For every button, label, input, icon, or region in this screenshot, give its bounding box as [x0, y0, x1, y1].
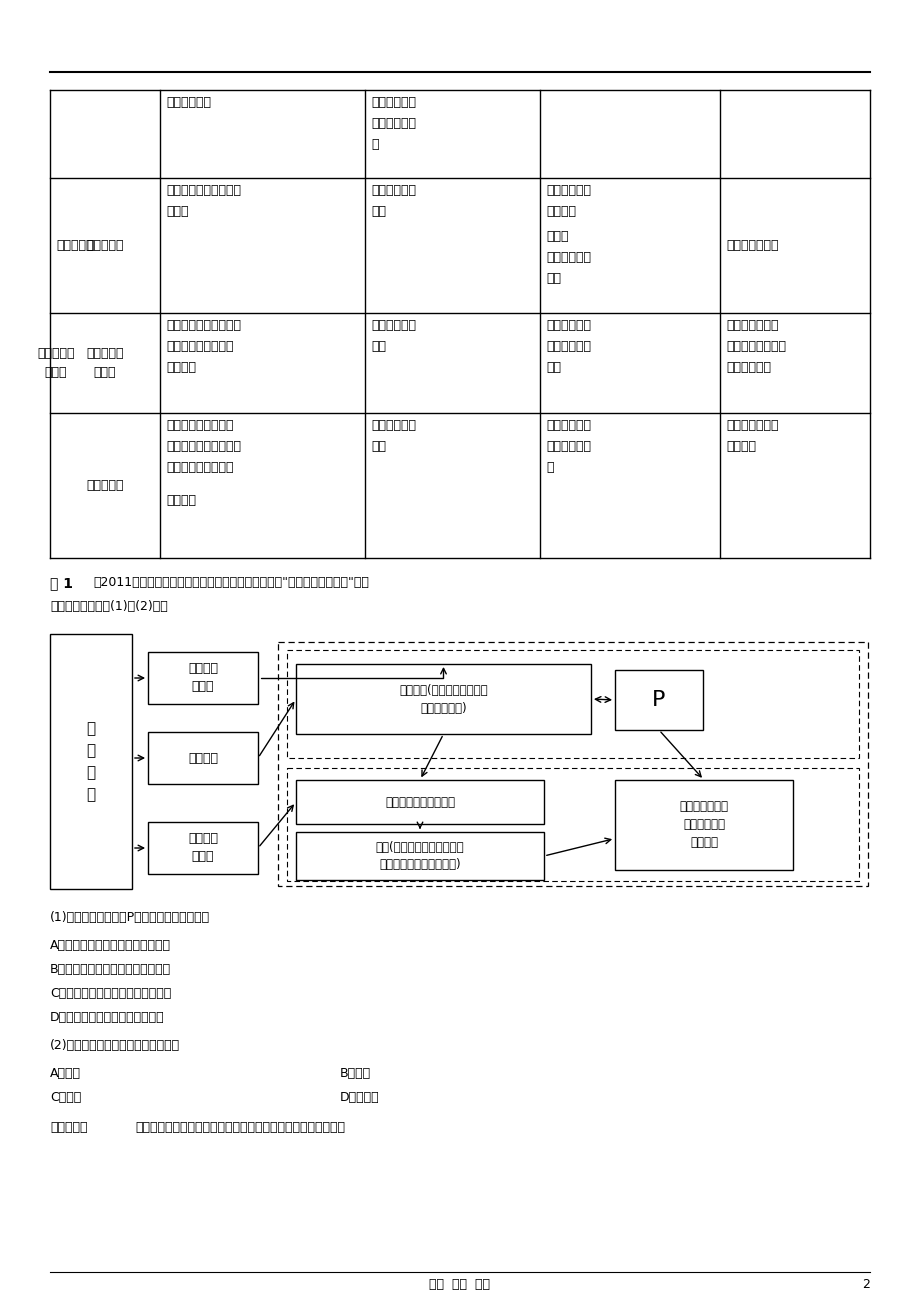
Text: A．配套产品生产（仪表、轮胎等）: A．配套产品生产（仪表、轮胎等） — [50, 939, 171, 952]
Text: 纺织、普通服装制造、
电子装配、包带、制
伞、制鞋: 纺织、普通服装制造、 电子装配、包带、制 伞、制鞋 — [165, 319, 241, 374]
Text: 动力指向型: 动力指向型 — [86, 240, 124, 253]
Text: 距离运输或运
输产品成本较
高: 距离运输或运 输产品成本较 高 — [370, 96, 415, 151]
Text: B．汽车研发（发动机、变速箱等）: B．汽车研发（发动机、变速箱等） — [50, 963, 171, 976]
Text: D．劳动力: D．劳动力 — [340, 1091, 380, 1104]
Text: 合所学知识，完成(1)～(2)题。: 合所学知识，完成(1)～(2)题。 — [50, 600, 167, 613]
Text: 汽车研发
与设计: 汽车研发 与设计 — [187, 663, 218, 694]
Text: C．动力: C．动力 — [50, 1091, 81, 1104]
Text: C．农机制造（拖拉机、农用车等）: C．农机制造（拖拉机、农用车等） — [50, 987, 171, 1000]
Text: B．市场: B．市场 — [340, 1068, 370, 1079]
Text: 接近高等院校
和科技发达地
区: 接近高等院校 和科技发达地 区 — [545, 419, 590, 474]
Text: 销售（整车及零部件）: 销售（整车及零部件） — [384, 796, 455, 809]
Text: 动力影响在减弱: 动力影响在减弱 — [725, 240, 777, 253]
Bar — [296, 664, 590, 734]
Text: 用心  爱心  专心: 用心 爱心 专心 — [429, 1279, 490, 1292]
Bar — [287, 650, 858, 758]
Text: 技术指向型: 技术指向型 — [86, 479, 124, 492]
Text: 劳动力数量影响
在减弱，劳动力素
质影响在增强: 劳动力数量影响 在减弱，劳动力素 质影响在增强 — [725, 319, 785, 374]
Bar — [296, 780, 543, 824]
Text: 汽车制造: 汽车制造 — [187, 751, 218, 764]
Text: 高档服装: 高档服装 — [165, 493, 196, 506]
Text: 需源消耗大量
动能: 需源消耗大量 动能 — [370, 184, 415, 217]
Text: 有色冶金，如炼铝厂、
钢铁厂: 有色冶金，如炼铝厂、 钢铁厂 — [165, 184, 241, 217]
Text: 整车制造(铸、锻、热、焊、
冲压、电镀等): 整车制造(铸、锻、热、焊、 冲压、电镀等) — [399, 684, 487, 715]
Bar — [148, 652, 257, 704]
Text: 2: 2 — [861, 1279, 869, 1292]
Text: 本题考查了工业主导区位因素的判别和从图表提取信息的能力。: 本题考查了工业主导区位因素的判别和从图表提取信息的能力。 — [135, 1121, 346, 1134]
Text: 廉价劳动力
指向型: 廉价劳动力 指向型 — [37, 348, 74, 379]
Text: (2)影响汽车服务业布局的主导因素是: (2)影响汽车服务业布局的主导因素是 — [50, 1039, 180, 1052]
Text: 服务(保养、维修、金融、保
险、广告、加油、停车等): 服务(保养、维修、金融、保 险、广告、加油、停车等) — [375, 841, 464, 871]
Bar — [50, 634, 131, 889]
Text: 汽车销售
与服务: 汽车销售 与服务 — [187, 832, 218, 863]
Bar — [278, 642, 867, 885]
Text: 汽
车
产
业: 汽 车 产 业 — [86, 721, 96, 802]
Bar — [614, 671, 702, 730]
Bar — [148, 822, 257, 874]
Bar — [287, 768, 858, 881]
Text: 文化业（展览、
博览、体育、
旅游等）: 文化业（展览、 博览、体育、 旅游等） — [679, 801, 728, 849]
Text: 人才和知识的影
响力加强: 人才和知识的影 响力加强 — [725, 419, 777, 453]
Text: （2011年普通高等学校招生全国统一考试广东卷）读"汽车产业链结构图"，结: （2011年普通高等学校招生全国统一考试广东卷）读"汽车产业链结构图"，结 — [93, 575, 369, 589]
Text: 接近具有大量
廉价劳动力的
地方: 接近具有大量 廉价劳动力的 地方 — [545, 319, 590, 374]
Text: 需投入大量劳
动力: 需投入大量劳 动力 — [370, 319, 415, 353]
Text: 例 1: 例 1 — [50, 575, 73, 590]
Text: 最好是
靠近廉价的水
电）: 最好是 靠近廉价的水 电） — [545, 230, 590, 285]
Text: 命题意图：: 命题意图： — [50, 1121, 87, 1134]
Text: 刷厂、炼油厂: 刷厂、炼油厂 — [165, 96, 210, 109]
Bar — [614, 780, 792, 870]
Bar — [296, 832, 543, 880]
Text: 接近火电厂或
水电站（: 接近火电厂或 水电站（ — [545, 184, 590, 217]
Text: 动力指向型: 动力指向型 — [56, 240, 94, 253]
Text: 集成电路、卫星、飞
机、精密仪表、激光、
核电、高分子合成、: 集成电路、卫星、飞 机、精密仪表、激光、 核电、高分子合成、 — [165, 419, 241, 474]
Text: 廉价劳动力
指向型: 廉价劳动力 指向型 — [86, 348, 124, 379]
Text: P: P — [652, 690, 665, 710]
Text: A．原料: A．原料 — [50, 1068, 81, 1079]
Text: 对技术条件要
求高: 对技术条件要 求高 — [370, 419, 415, 453]
Text: (1)从产业链角度看，P代表的产业最有可能是: (1)从产业链角度看，P代表的产业最有可能是 — [50, 911, 210, 924]
Text: D．能源加工（石油、天然气等）: D．能源加工（石油、天然气等） — [50, 1010, 165, 1023]
Bar — [148, 732, 257, 784]
